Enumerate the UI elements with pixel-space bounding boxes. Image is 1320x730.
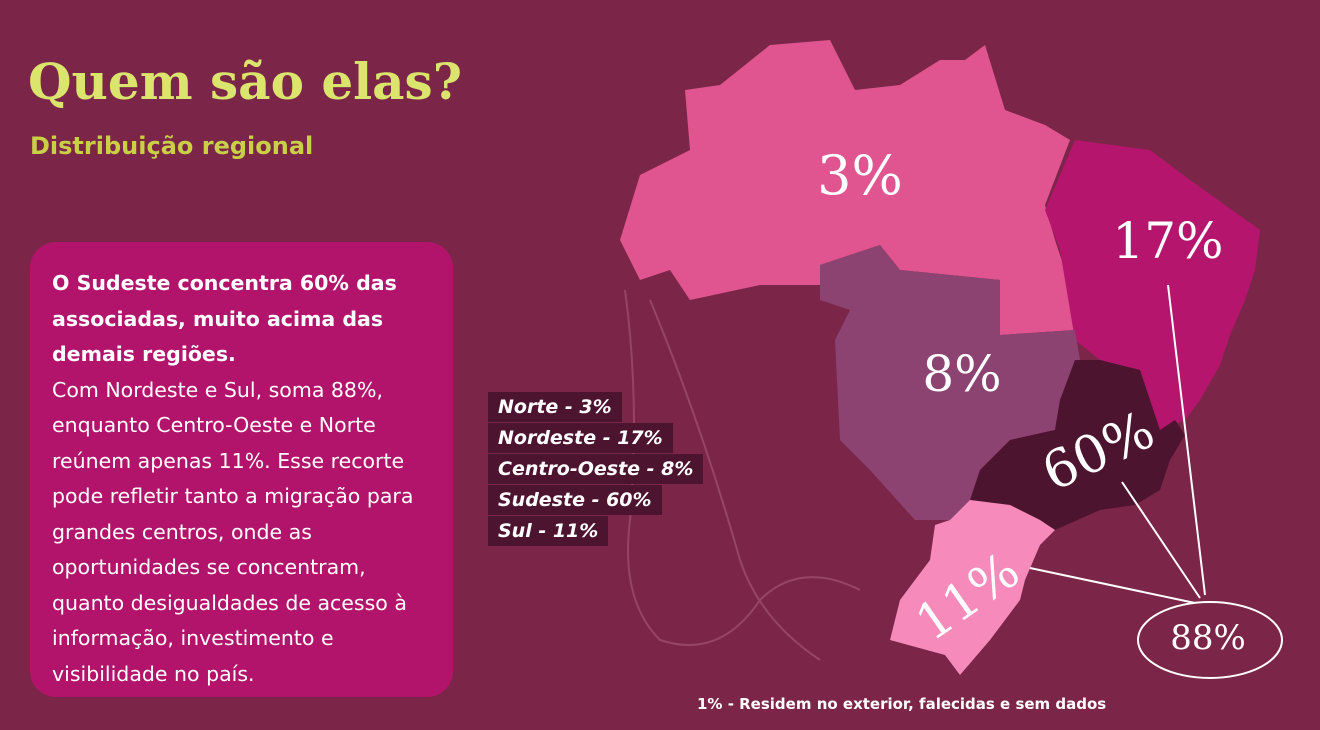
- region-label: 17%: [1112, 212, 1223, 270]
- region-label: 3%: [817, 144, 903, 207]
- legend: Norte - 3% Nordeste - 17% Centro-Oeste - 8…: [488, 392, 704, 547]
- connector-lines: [1029, 284, 1283, 679]
- legend-item: Nordeste - 17%: [488, 423, 673, 453]
- region-sul: [890, 500, 1055, 675]
- lead-text: O Sudeste concentra 60% das associadas, …: [52, 271, 397, 366]
- text-box: O Sudeste concentra 60% das associadas, …: [30, 242, 453, 697]
- footnote: 1% - Residem no exterior, falecidas e se…: [697, 695, 1107, 713]
- legend-item: Centro-Oeste - 8%: [488, 454, 704, 484]
- region-centro-oeste: [820, 245, 1080, 520]
- body-text: Com Nordeste e Sul, soma 88%, enquanto C…: [52, 377, 414, 686]
- region-norte: [620, 40, 1075, 335]
- legend-item: Sudeste - 60%: [488, 485, 662, 515]
- subtitle: Distribuição regional: [30, 132, 314, 160]
- region-label: 8%: [922, 345, 1001, 403]
- decor-lines: [624, 289, 861, 661]
- region-sudeste: [970, 360, 1185, 530]
- total-label: 88%: [1170, 618, 1246, 658]
- title: Quem são elas?: [28, 52, 462, 111]
- region-nordeste: [1045, 140, 1260, 430]
- legend-item: Norte - 3%: [488, 392, 622, 422]
- legend-item: Sul - 11%: [488, 516, 609, 546]
